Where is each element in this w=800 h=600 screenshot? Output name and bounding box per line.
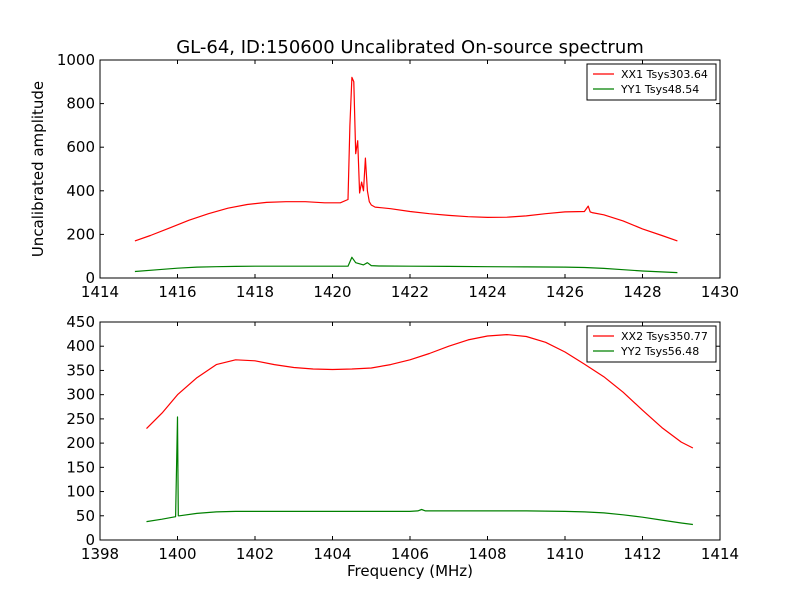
top-legend-label-xx1: XX1 Tsys303.64 — [621, 68, 708, 81]
top-x-tick-label: 1426 — [546, 283, 584, 301]
bottom-y-tick-label: 200 — [66, 434, 95, 452]
bottom-legend-box — [586, 325, 717, 363]
bottom-y-tick-label: 250 — [66, 410, 95, 428]
bottom-x-tick-label: 1408 — [468, 545, 506, 563]
bottom-legend-label-xx2: XX2 Tsys350.77 — [621, 330, 708, 343]
bottom-y-tick-label: 50 — [76, 507, 95, 525]
top-y-tick-label: 0 — [85, 269, 95, 287]
top-y-tick-label: 600 — [66, 138, 95, 156]
chart-title: GL-64, ID:150600 Uncalibrated On-source … — [176, 37, 644, 58]
bottom-y-tick-label: 100 — [66, 483, 95, 501]
top-y-tick-label: 1000 — [57, 51, 95, 69]
bottom-y-tick-label: 450 — [66, 313, 95, 331]
bottom-x-tick-label: 1402 — [236, 545, 274, 563]
top-legend: XX1 Tsys303.64 YY1 Tsys48.54 — [586, 63, 717, 101]
top-x-tick-label: 1418 — [236, 283, 274, 301]
bottom-y-tick-label: 0 — [85, 531, 95, 549]
top-x-tick-label: 1424 — [468, 283, 506, 301]
bottom-series-line-2 — [146, 416, 693, 526]
top-legend-label-yy1: YY1 Tsys48.54 — [620, 83, 699, 96]
top-series-line-1 — [134, 76, 678, 242]
bottom-x-tick-label: 1404 — [313, 545, 351, 563]
top-panel: 1414 1416 1418 1420 1422 1424 1426 1428 1430 0 200… — [29, 51, 739, 301]
bottom-x-axis-label: Frequency (MHz) — [347, 562, 473, 580]
top-plot-frame — [99, 59, 721, 279]
top-x-tick-label: 1422 — [391, 283, 429, 301]
top-x-tick-label: 1430 — [701, 283, 739, 301]
bottom-x-tick-label: 1398 — [81, 545, 119, 563]
top-y-tick-label: 200 — [66, 225, 95, 243]
top-x-tick-label: 1420 — [313, 283, 351, 301]
top-y-axis-label: Uncalibrated amplitude — [29, 81, 47, 257]
bottom-x-tick-label: 1406 — [391, 545, 429, 563]
top-series-line-2 — [134, 256, 678, 274]
bottom-x-tick-label: 1412 — [623, 545, 661, 563]
top-y-tick-label: 400 — [66, 182, 95, 200]
bottom-y-tick-label: 400 — [66, 337, 95, 355]
bottom-y-tick-label: 300 — [66, 386, 95, 404]
top-x-tick-label: 1428 — [623, 283, 661, 301]
bottom-plot-frame — [99, 321, 721, 541]
bottom-legend: XX2 Tsys350.77 YY2 Tsys56.48 — [586, 325, 717, 363]
top-x-tick-label: 1414 — [81, 283, 119, 301]
bottom-legend-label-yy2: YY2 Tsys56.48 — [620, 345, 699, 358]
top-x-tick-label: 1416 — [158, 283, 196, 301]
bottom-x-tick-label: 1410 — [546, 545, 584, 563]
bottom-y-tick-label: 350 — [66, 361, 95, 379]
top-legend-box — [586, 63, 717, 101]
bottom-x-tick-label: 1414 — [701, 545, 739, 563]
bottom-x-tick-label: 1400 — [158, 545, 196, 563]
bottom-panel: 1398 1400 1402 1404 1406 1408 1410 1412 1414 0 50 1… — [66, 313, 739, 580]
top-y-tick-label: 800 — [66, 95, 95, 113]
bottom-y-tick-label: 150 — [66, 458, 95, 476]
bottom-series-line-1 — [146, 334, 694, 449]
